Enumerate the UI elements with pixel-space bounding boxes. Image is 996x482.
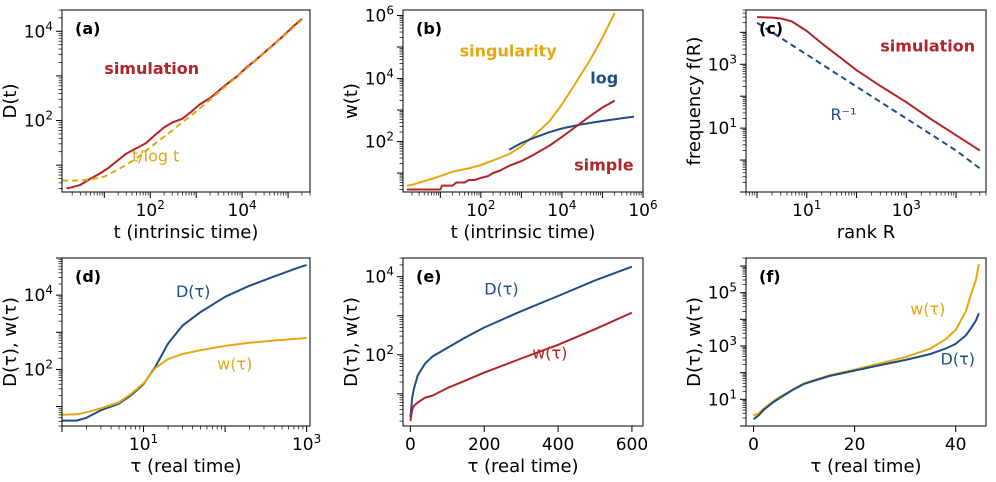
x-tick-label: 0	[748, 435, 759, 455]
series-annotation: w(τ)	[910, 300, 945, 319]
y-axis-label: w(t)	[341, 83, 362, 119]
panel-tag: (a)	[75, 19, 100, 38]
x-tick-label: 106	[628, 198, 657, 221]
x-tick-label: 103	[892, 198, 921, 221]
x-tick-label: 101	[129, 432, 158, 455]
y-axis-label: frequency f(R)	[684, 37, 705, 166]
panel-tag: (c)	[759, 19, 783, 38]
panel-d: 101 103 102 104 τ (real time) D(τ), w(τ) D(τ) w…	[0, 257, 321, 477]
x-tick-label: 104	[547, 198, 576, 221]
y-tick-label: 105	[708, 281, 737, 304]
x-tick-label: 400	[542, 435, 574, 455]
y-axis-label: D(τ), w(τ)	[341, 297, 362, 387]
y-tick-label: 102	[24, 109, 53, 132]
y-tick-label: 104	[365, 265, 394, 288]
series-line: singularity	[406, 12, 616, 187]
y-tick-label: 102	[365, 343, 394, 366]
series-line: D(τ)	[409, 265, 633, 418]
x-tick-label: 0	[405, 435, 416, 455]
x-axis-label: τ (real time)	[810, 456, 921, 477]
series-line: simulation	[756, 16, 981, 152]
y-tick-label: 104	[365, 67, 394, 90]
x-axis-label: τ (real time)	[130, 456, 241, 477]
y-tick-label: 101	[708, 387, 737, 410]
panel-tag: (b)	[416, 19, 442, 38]
series-line: t/log t	[62, 19, 303, 182]
plot-frame	[61, 257, 311, 427]
y-tick-label: 104	[24, 19, 53, 42]
y-tick-label: 101	[708, 116, 737, 139]
x-tick-label: 20	[844, 435, 866, 455]
series-line: log	[508, 115, 635, 151]
x-axis-label: t (intrinsic time)	[451, 222, 596, 243]
panel-tag: (e)	[416, 267, 441, 286]
series-annotation: D(τ)	[484, 279, 518, 298]
y-axis-label: D(t)	[0, 84, 21, 119]
panel-f: 0 20 40 101 103 105 τ (real time) D(τ), w(τ) w(τ…	[684, 257, 987, 477]
y-axis-label: D(τ), w(τ)	[684, 297, 705, 387]
panel-tag: (f)	[759, 267, 781, 286]
y-tick-label: 102	[365, 130, 394, 153]
series-annotation: w(τ)	[532, 344, 567, 363]
series-annotation: R⁻¹	[831, 105, 857, 124]
y-tick-label: 102	[24, 357, 53, 380]
series-annotation: D(τ)	[176, 282, 210, 301]
x-tick-label: 104	[227, 198, 256, 221]
x-tick-label: 40	[945, 435, 967, 455]
y-tick-label: 106	[365, 4, 394, 27]
plot-frame	[745, 257, 987, 427]
x-tick-label: 101	[792, 198, 821, 221]
y-axis-label: D(τ), w(τ)	[0, 297, 21, 387]
panel-b: 102 104 106 102 104 106 t (intrinsic time) w(t)…	[341, 4, 658, 243]
series-annotation: w(τ)	[217, 354, 252, 373]
x-axis-label: t (intrinsic time)	[114, 222, 259, 243]
x-axis-label: rank R	[837, 222, 896, 243]
series-line: D(τ)	[752, 312, 980, 420]
plot-frame	[745, 9, 987, 193]
y-tick-label: 103	[708, 334, 737, 357]
series-line: simple	[406, 99, 616, 191]
plot-frame	[61, 9, 311, 193]
series-line: D(τ)	[62, 263, 307, 422]
x-tick-label: 200	[468, 435, 500, 455]
y-tick-label: 103	[708, 52, 737, 75]
x-axis-label: τ (real time)	[467, 456, 578, 477]
panel-e: 0 200 400 600 102 104 τ (real time) D(τ), w(τ) D…	[341, 257, 648, 477]
series-annotation: simple	[574, 156, 634, 175]
series-annotation: singularity	[460, 42, 558, 61]
x-tick-label: 102	[136, 198, 165, 221]
series-annotation: log	[590, 68, 618, 87]
plot-frame	[402, 9, 644, 193]
series-line: R^-1	[756, 21, 981, 170]
plot-frame	[402, 257, 644, 427]
x-tick-label: 103	[292, 432, 321, 455]
series-line: w(τ)	[409, 311, 633, 422]
series-annotation: D(τ)	[941, 350, 975, 369]
series-annotation: t/log t	[132, 147, 179, 166]
series-line: w(τ)	[753, 263, 980, 417]
panel-tag: (d)	[75, 267, 101, 286]
x-tick-label: 102	[466, 198, 495, 221]
x-tick-label: 600	[616, 435, 648, 455]
series-line: simulation	[66, 18, 303, 190]
y-tick-label: 104	[24, 283, 53, 306]
series-annotation: simulation	[880, 37, 975, 56]
series-annotation: simulation	[104, 59, 199, 78]
series-line: w(τ)	[62, 337, 307, 416]
